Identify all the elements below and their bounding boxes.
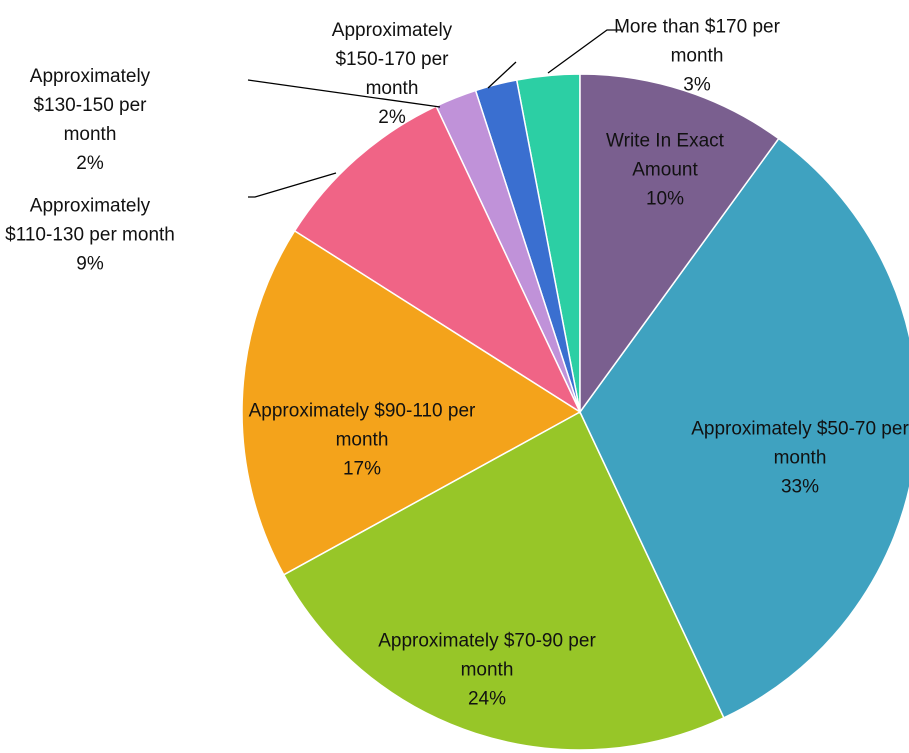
- slice-label: Approximately $70-90 per month 24%: [372, 627, 602, 714]
- category-label: Approximately $70-90 per month: [378, 630, 596, 681]
- slice-label: Approximately $130-150 per month 2%: [5, 62, 175, 178]
- value-label: 9%: [76, 253, 104, 275]
- category-label: Write In Exact Amount: [606, 130, 724, 181]
- category-label: Approximately $110-130 per month: [5, 195, 175, 246]
- category-label: Approximately $90-110 per month: [248, 400, 476, 451]
- value-label: 17%: [342, 458, 382, 480]
- slice-label: More than $170 per month 3%: [612, 13, 782, 100]
- value-label: 33%: [780, 476, 820, 498]
- slice-label: Write In Exact Amount 10%: [583, 127, 748, 214]
- slice-label: Approximately $110-130 per month 9%: [5, 192, 175, 279]
- value-label: 3%: [683, 74, 711, 96]
- pie-slice: [282, 410, 725, 751]
- category-label: More than $170 per month: [614, 16, 780, 67]
- pie-slice: [241, 229, 582, 576]
- slice-label: Approximately $150-170 per month 2%: [307, 16, 477, 132]
- category-label: Approximately $150-170 per month: [331, 20, 453, 99]
- value-label: 10%: [645, 188, 685, 210]
- category-label: Approximately $130-150 per month: [29, 66, 151, 145]
- slice-label: Approximately $90-110 per month 17%: [247, 397, 477, 484]
- value-label: 24%: [467, 688, 507, 710]
- pie-slice: [579, 137, 909, 719]
- category-label: Approximately $50-70 per month: [691, 418, 909, 469]
- leader-line: [487, 61, 517, 89]
- pie-slice: [293, 105, 582, 415]
- value-label: 2%: [76, 153, 104, 174]
- pie-slice: [579, 73, 780, 415]
- value-label: 2%: [378, 107, 406, 128]
- leader-line: [248, 172, 337, 198]
- leader-line: [547, 29, 622, 74]
- leader-line: [247, 79, 441, 108]
- slice-label: Approximately $50-70 per month 33%: [688, 415, 909, 502]
